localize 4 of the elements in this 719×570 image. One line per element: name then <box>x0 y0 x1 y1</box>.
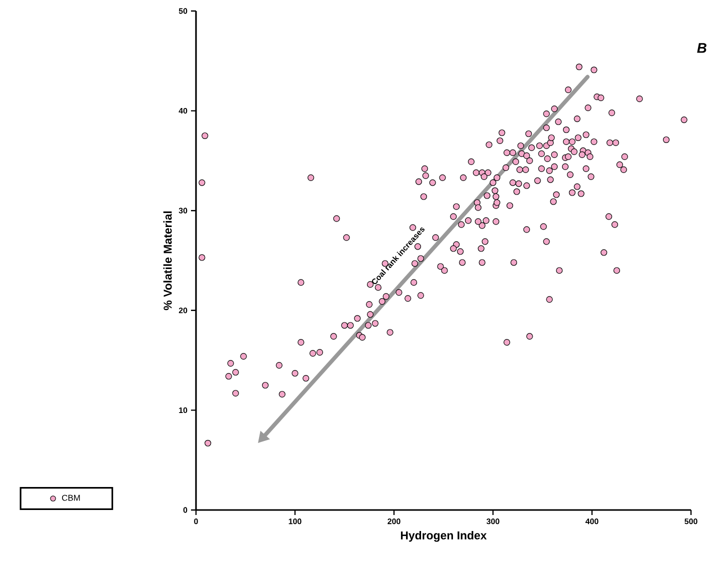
y-axis-title: % Volatile Material <box>163 211 172 310</box>
text: B <box>697 43 706 53</box>
x-axis-title: Hydrogen Index <box>400 531 487 542</box>
legend-label: CBM <box>62 494 80 501</box>
